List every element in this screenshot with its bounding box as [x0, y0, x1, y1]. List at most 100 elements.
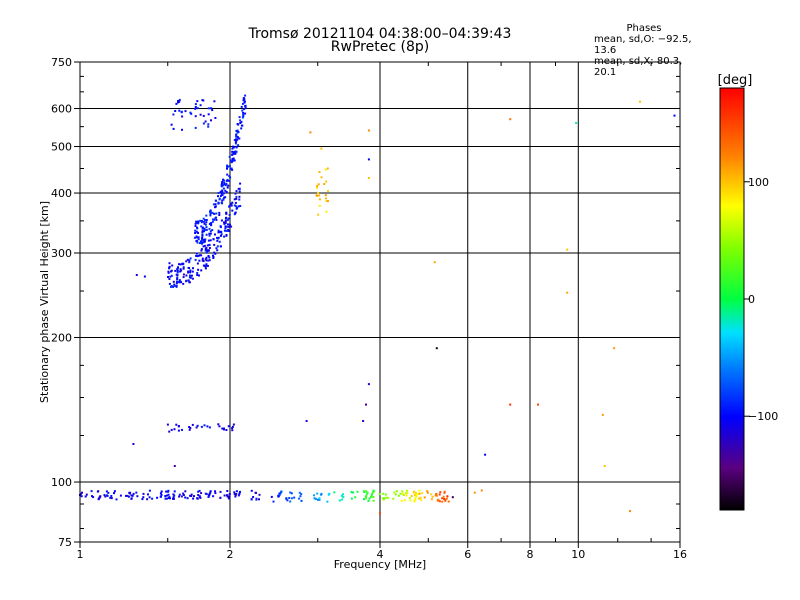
data-point — [342, 496, 345, 499]
data-point — [219, 490, 222, 493]
data-point — [194, 126, 197, 129]
data-point — [231, 429, 234, 432]
data-point — [365, 497, 368, 500]
data-point — [205, 493, 208, 496]
data-point — [325, 180, 328, 183]
data-point — [231, 158, 234, 160]
data-point — [221, 181, 224, 183]
data-point — [135, 274, 138, 276]
data-point — [199, 219, 202, 222]
data-point — [172, 493, 175, 496]
data-point — [223, 235, 226, 238]
data-point — [187, 271, 190, 274]
data-point — [209, 239, 212, 242]
data-point — [182, 282, 185, 285]
data-point — [172, 497, 174, 500]
data-point — [426, 490, 429, 492]
chart-subtitle: RwPretec (8p) — [330, 39, 430, 55]
data-point — [215, 247, 218, 250]
data-point — [166, 494, 169, 497]
data-point — [113, 492, 115, 495]
data-point — [417, 492, 420, 495]
data-point — [224, 222, 227, 224]
data-point — [288, 497, 291, 499]
data-point — [169, 275, 172, 278]
data-point — [213, 251, 216, 254]
data-point — [187, 279, 190, 282]
data-point — [601, 413, 604, 416]
data-point — [220, 191, 223, 194]
data-point — [131, 494, 134, 497]
data-point — [255, 497, 258, 500]
data-point — [235, 146, 238, 149]
data-point — [188, 261, 191, 264]
data-point — [182, 266, 185, 269]
data-point — [230, 161, 233, 164]
data-point — [221, 202, 224, 205]
data-point — [400, 500, 403, 502]
data-point — [392, 497, 395, 500]
data-point — [224, 184, 227, 187]
data-point — [219, 225, 222, 228]
data-point — [430, 493, 433, 496]
data-point — [206, 264, 209, 267]
data-point — [175, 423, 178, 426]
data-point — [326, 500, 329, 503]
data-point — [218, 211, 221, 214]
data-point — [207, 259, 210, 262]
data-point — [202, 122, 205, 125]
data-point — [172, 285, 175, 288]
data-point — [254, 491, 257, 494]
data-point — [418, 497, 421, 500]
data-point — [383, 497, 386, 500]
data-point — [431, 495, 434, 498]
data-point — [241, 116, 244, 119]
data-point — [290, 497, 293, 500]
data-point — [378, 493, 381, 496]
data-point — [207, 239, 210, 242]
data-point — [382, 492, 385, 495]
data-point — [430, 498, 433, 501]
data-point — [235, 197, 238, 200]
data-point — [167, 270, 170, 273]
data-point — [225, 182, 228, 185]
data-point — [299, 495, 302, 498]
data-point — [442, 495, 445, 498]
data-point — [639, 100, 641, 103]
data-point — [136, 495, 139, 498]
data-point — [250, 489, 253, 492]
data-point — [196, 241, 199, 244]
data-point — [395, 490, 398, 493]
data-point — [205, 219, 208, 221]
data-point — [223, 221, 225, 224]
data-point — [178, 100, 181, 103]
data-point — [194, 232, 197, 234]
data-point — [371, 493, 373, 496]
colorbar-label: [deg] — [718, 73, 753, 88]
data-point — [172, 496, 175, 499]
data-point — [414, 496, 417, 499]
data-point — [201, 257, 204, 260]
data-point — [211, 109, 214, 112]
data-point — [203, 229, 206, 231]
data-point — [386, 496, 389, 499]
data-point — [110, 497, 113, 500]
data-point — [235, 130, 238, 132]
data-point — [354, 496, 357, 499]
colorbar — [719, 87, 745, 511]
data-point — [223, 179, 226, 182]
data-point — [169, 270, 172, 273]
data-point — [270, 495, 273, 498]
y-tick-label: 750 — [51, 56, 72, 69]
data-point — [226, 166, 229, 169]
data-point — [317, 191, 320, 194]
data-point — [231, 168, 234, 171]
data-point — [220, 182, 223, 185]
data-point — [242, 111, 245, 114]
data-point — [225, 212, 228, 215]
data-point — [198, 259, 201, 262]
data-point — [222, 192, 225, 195]
data-point — [205, 228, 208, 231]
data-point — [191, 277, 194, 280]
